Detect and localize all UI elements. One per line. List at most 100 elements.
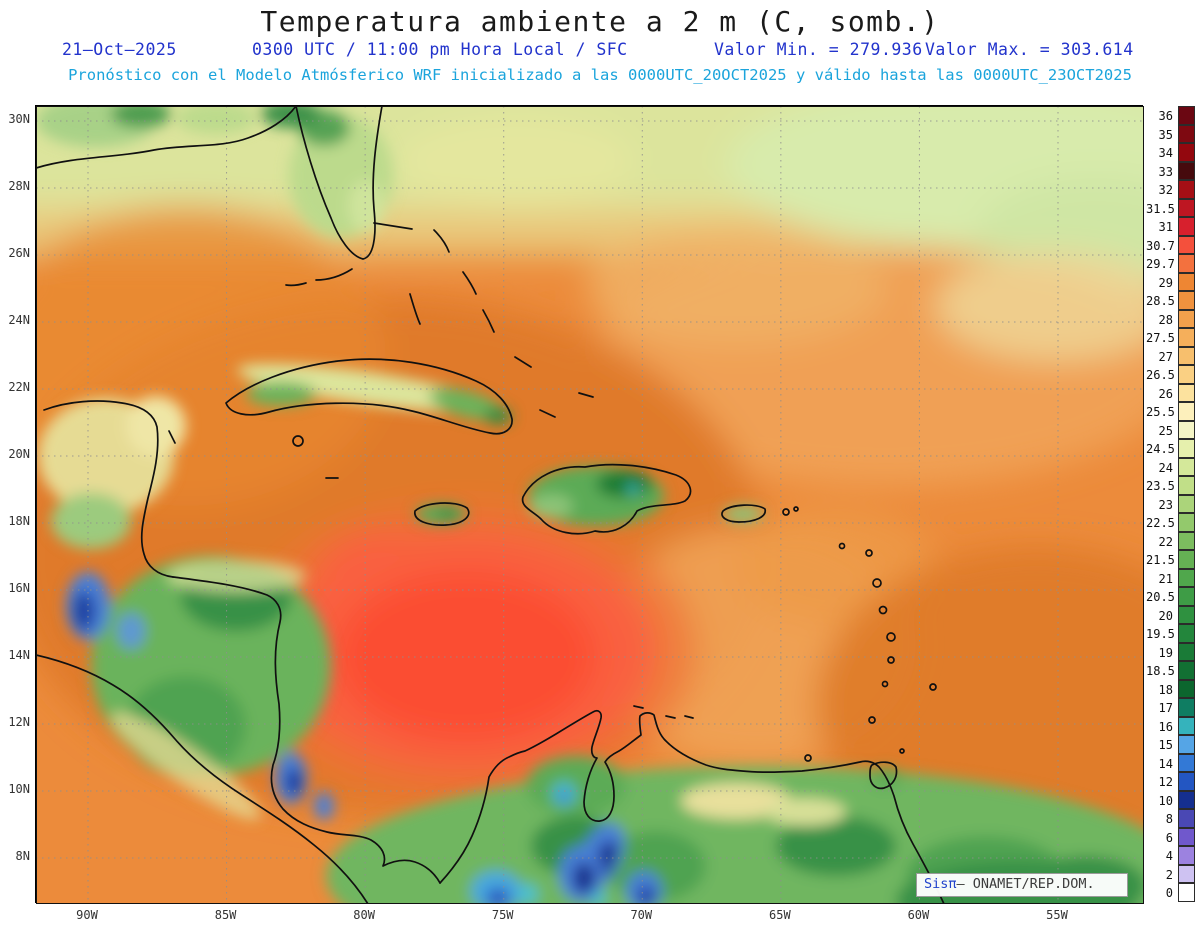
value-max: Valor Max. = 303.614 <box>925 40 1134 59</box>
lon-tick-label: 65W <box>769 908 791 922</box>
colorbar-swatch <box>1178 476 1195 495</box>
colorbar-entry: 8 <box>1146 809 1195 829</box>
colorbar-swatch <box>1178 550 1195 569</box>
colorbar-swatch <box>1178 198 1195 217</box>
colorbar-entry: 18.5 <box>1146 661 1195 681</box>
map-border <box>36 106 1144 904</box>
colorbar-swatch <box>1178 309 1195 328</box>
colorbar-value: 25.5 <box>1146 405 1175 419</box>
colorbar-value: 22 <box>1158 534 1173 549</box>
colorbar-entry: 21 <box>1146 568 1195 589</box>
lat-tick-label: 26N <box>8 246 30 260</box>
colorbar-entry: 12 <box>1146 772 1195 792</box>
valid-time: 0300 UTC / 11:00 pm Hora Local / SFC <box>252 40 628 59</box>
lat-tick-label: 20N <box>8 447 30 461</box>
colorbar-entry: 19 <box>1146 642 1195 663</box>
colorbar-value: 26.5 <box>1146 368 1175 382</box>
colorbar-entry: 24.5 <box>1146 439 1195 459</box>
colorbar-entry: 27.5 <box>1146 328 1195 348</box>
colorbar-swatch <box>1178 272 1195 291</box>
colorbar-value: 31 <box>1158 220 1173 234</box>
run-date: 21–Oct–2025 <box>62 40 177 59</box>
colorbar-value: 20 <box>1158 608 1173 623</box>
lat-tick-label: 10N <box>8 782 30 796</box>
colorbar-swatch <box>1178 143 1195 162</box>
colorbar-entry: 4 <box>1146 846 1195 866</box>
colorbar-entry: 23.5 <box>1146 476 1195 496</box>
lat-tick-label: 30N <box>8 112 30 126</box>
colorbar-value: 28.5 <box>1146 294 1175 308</box>
colorbar-value: 0 <box>1165 886 1173 900</box>
colorbar-swatch <box>1178 124 1195 143</box>
colorbar-swatch <box>1178 661 1195 680</box>
model-info: Pronóstico con el Modelo Atmósferico WRF… <box>68 66 1132 84</box>
lon-tick-label: 85W <box>214 908 237 922</box>
colorbar-value: 23 <box>1158 497 1173 512</box>
colorbar-swatch <box>1178 217 1195 236</box>
colorbar-value: 12 <box>1158 775 1173 789</box>
colorbar-swatch <box>1178 346 1195 365</box>
colorbar-swatch <box>1178 513 1195 532</box>
colorbar-swatch <box>1178 365 1195 384</box>
colorbar-swatch <box>1178 457 1195 476</box>
colorbar-entry: 31.5 <box>1146 198 1195 219</box>
colorbar-entry: 29.7 <box>1146 254 1195 274</box>
colorbar-swatch <box>1178 254 1195 273</box>
colorbar-entry: 0 <box>1146 883 1195 903</box>
lon-tick-label: 80W <box>353 908 375 922</box>
colorbar-entry: 16 <box>1146 716 1195 737</box>
colorbar-value: 29.7 <box>1146 257 1175 271</box>
colorbar-value: 25 <box>1158 423 1173 438</box>
colorbar-swatch <box>1178 494 1195 513</box>
colorbar-value: 19.5 <box>1146 627 1175 641</box>
colorbar-entry: 17 <box>1146 698 1195 718</box>
colorbar-entry: 18 <box>1146 679 1195 700</box>
lat-tick-label: 12N <box>8 715 30 729</box>
colorbar-value: 2 <box>1165 867 1173 882</box>
colorbar-swatch <box>1178 106 1195 125</box>
grid-lines <box>36 106 1144 904</box>
colorbar-swatch <box>1178 642 1195 661</box>
lat-tick-label: 24N <box>8 313 30 327</box>
colorbar-swatch <box>1178 235 1195 254</box>
lon-tick-label: 55W <box>1046 908 1068 922</box>
colorbar-entry: 30.7 <box>1146 235 1195 256</box>
map-canvas: Sisπ– ONAMET/REP.DOM. <box>35 105 1144 904</box>
colorbar-swatch <box>1178 531 1195 550</box>
colorbar-swatch <box>1178 735 1195 754</box>
colorbar-swatch <box>1178 846 1195 865</box>
colorbar-swatch <box>1178 827 1195 846</box>
colorbar-value: 18.5 <box>1146 664 1175 678</box>
colorbar-swatch <box>1178 291 1195 310</box>
land-temperature-detail <box>36 106 1144 904</box>
lat-tick-label: 14N <box>8 648 30 662</box>
colorbar-entry: 22 <box>1146 531 1195 552</box>
colorbar-value: 8 <box>1165 812 1173 826</box>
colorbar-value: 26 <box>1158 386 1173 401</box>
lat-tick-label: 22N <box>8 380 30 394</box>
colorbar-entry: 28 <box>1146 309 1195 330</box>
colorbar-entry: 34 <box>1146 143 1195 163</box>
colorbar-entry: 10 <box>1146 790 1195 811</box>
colorbar-value: 20.5 <box>1146 590 1175 604</box>
lon-tick-label: 90W <box>76 908 98 922</box>
colorbar-value: 10 <box>1158 793 1173 808</box>
colorbar-swatch <box>1178 772 1195 791</box>
colorbar-swatch <box>1178 161 1195 180</box>
colorbar-entry: 14 <box>1146 753 1195 774</box>
colorbar-swatch <box>1178 698 1195 717</box>
colorbar-swatch <box>1178 679 1195 698</box>
colorbar-swatch <box>1178 716 1195 735</box>
lon-tick-label: 70W <box>630 908 653 922</box>
lat-tick-label: 18N <box>8 514 30 528</box>
colorbar-swatch <box>1178 883 1195 902</box>
colorbar-swatch <box>1178 568 1195 587</box>
colorbar-entry: 25 <box>1146 420 1195 441</box>
colorbar-value: 32 <box>1158 183 1173 197</box>
lat-tick-label: 28N <box>8 179 30 193</box>
colorbar-value: 22.5 <box>1146 516 1175 530</box>
colorbar-entry: 23 <box>1146 494 1195 515</box>
colorbar-value: 19 <box>1158 645 1173 660</box>
colorbar-entry: 24 <box>1146 457 1195 478</box>
